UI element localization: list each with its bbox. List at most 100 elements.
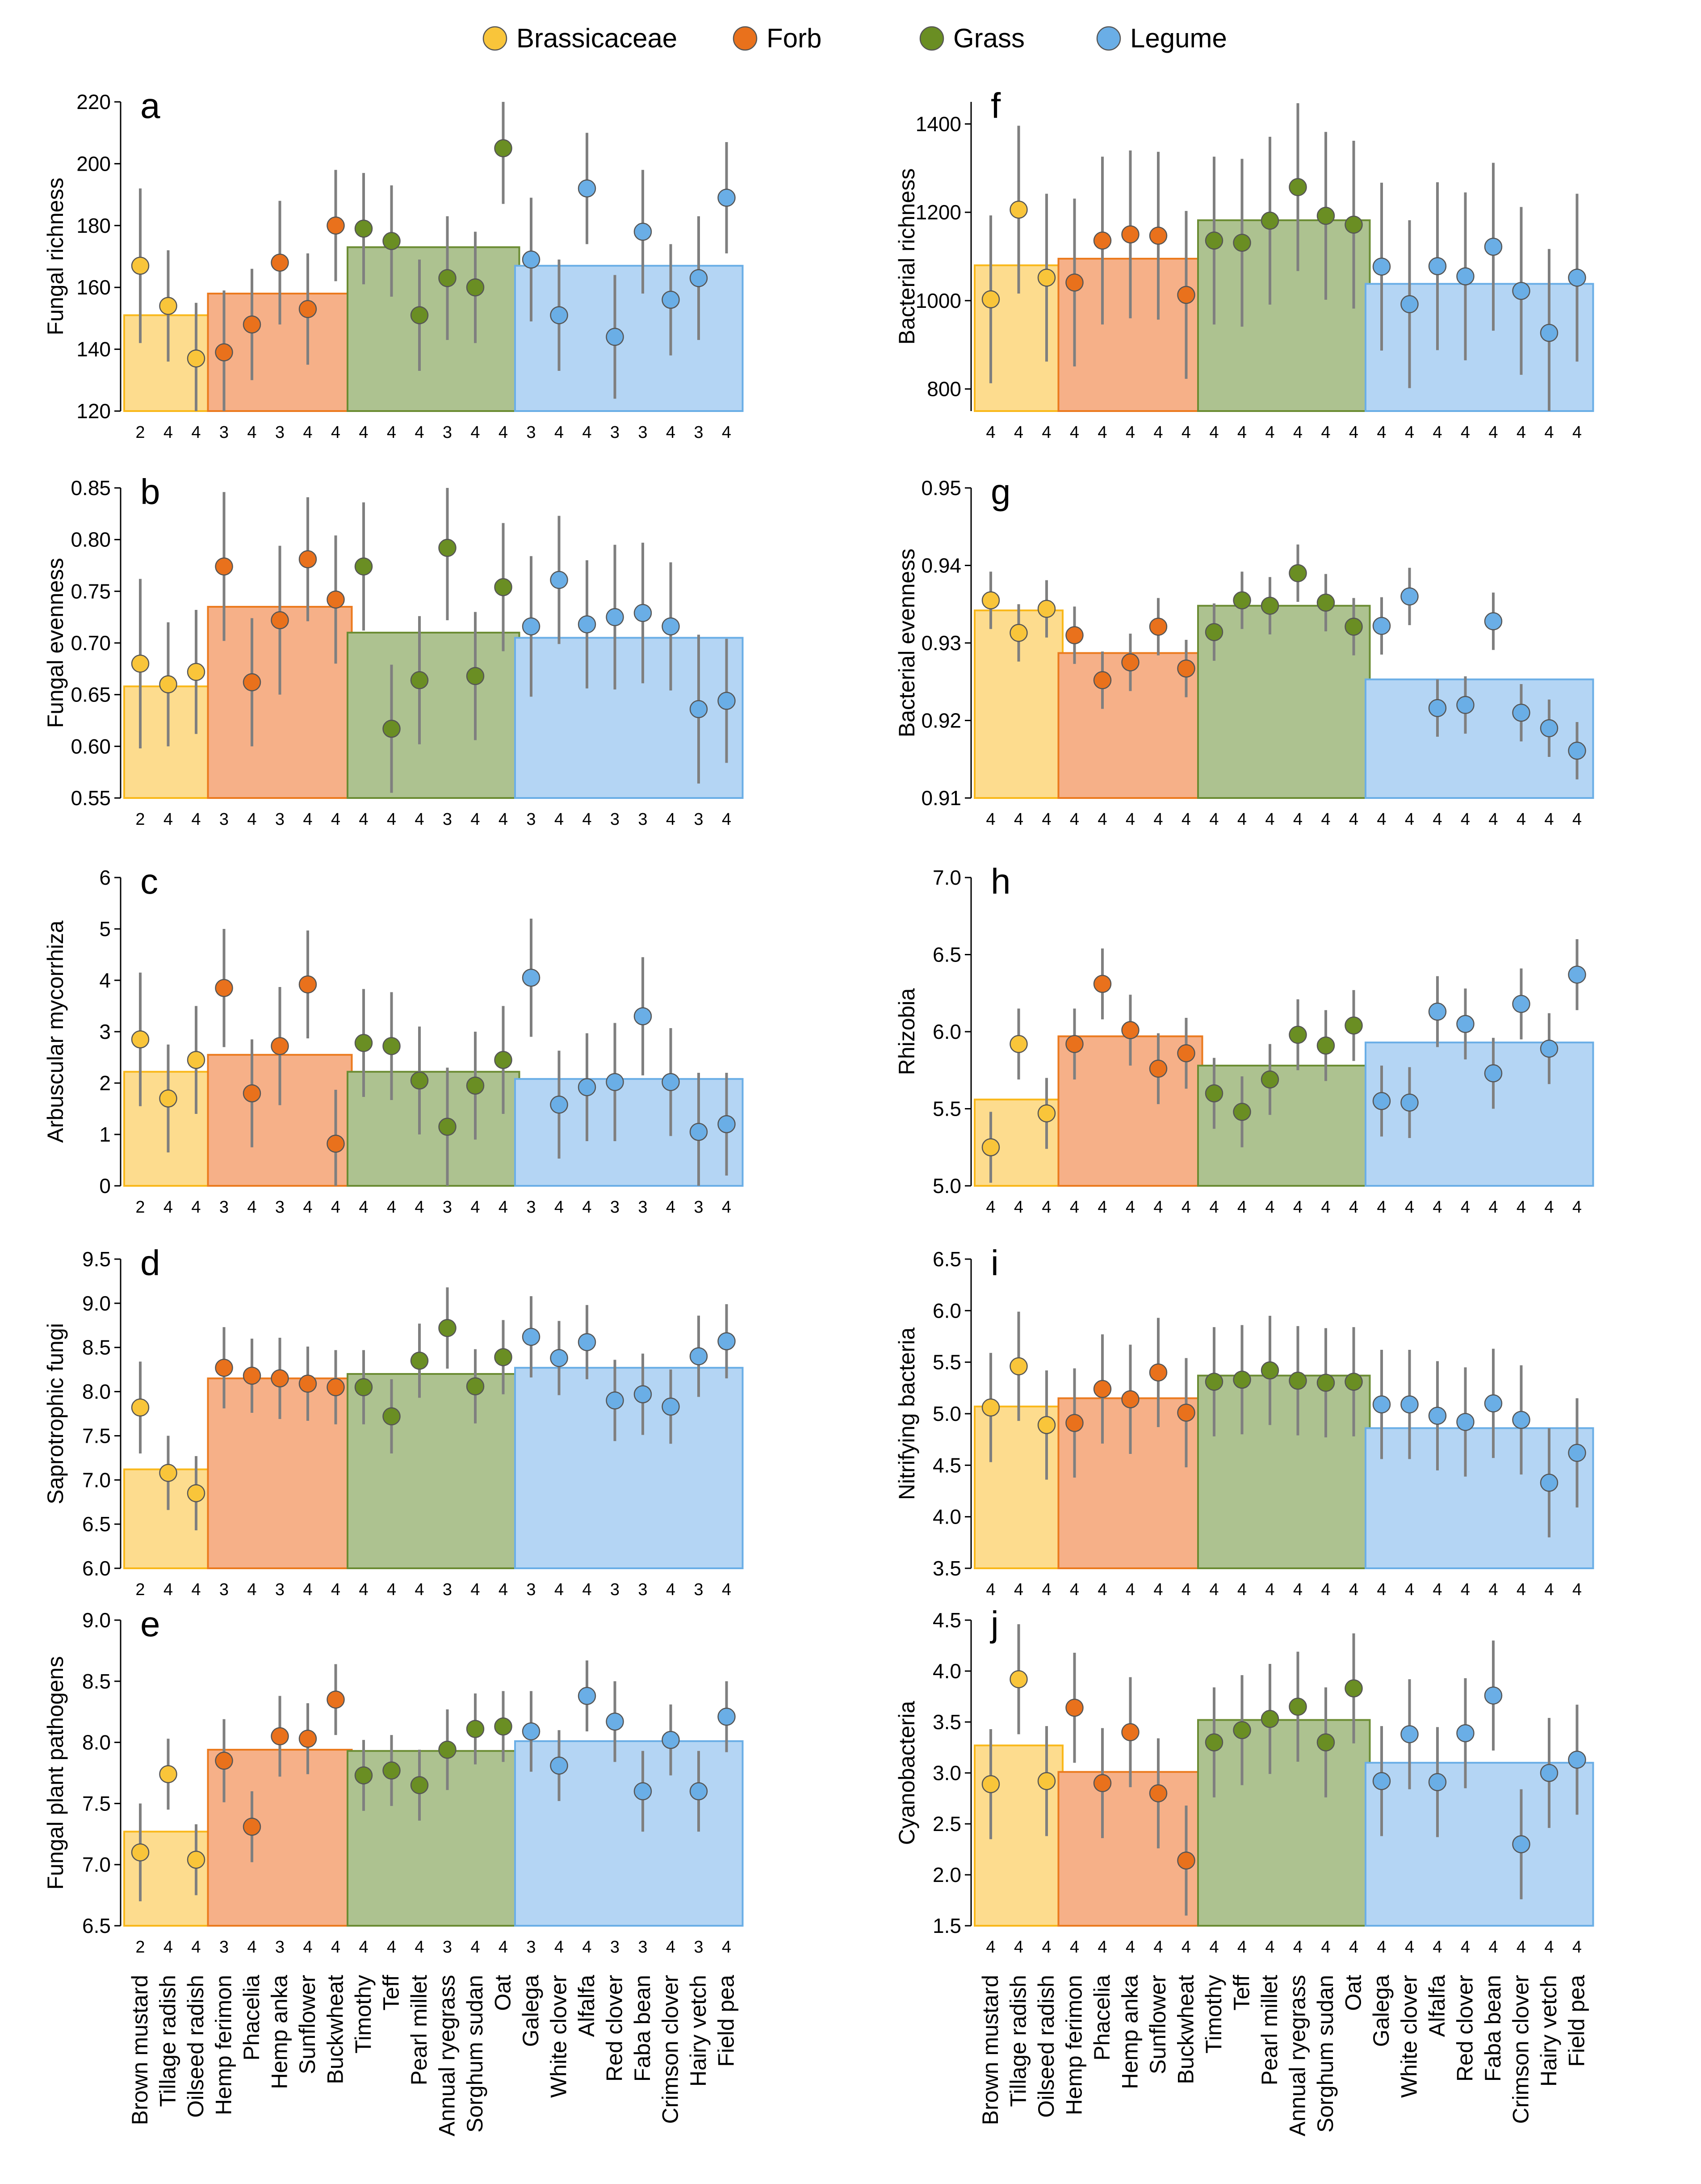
sample-size-label: 4 xyxy=(1265,423,1274,442)
sample-size-label: 4 xyxy=(1042,1580,1051,1599)
sample-size-label: 4 xyxy=(666,1938,675,1957)
y-tick-label: 5 xyxy=(99,917,111,941)
data-point xyxy=(410,1071,429,1090)
sample-size-label: 4 xyxy=(1544,1198,1554,1217)
sample-size-label: 4 xyxy=(1181,1198,1191,1217)
sample-size-label: 4 xyxy=(1461,1938,1470,1957)
y-tick-label: 0.75 xyxy=(71,580,111,603)
sample-size-label: 3 xyxy=(275,1580,285,1599)
data-point xyxy=(522,969,540,987)
sample-size-label: 4 xyxy=(1153,810,1163,829)
sample-size-label: 4 xyxy=(1042,423,1051,442)
y-tick-label: 6.0 xyxy=(82,1557,111,1580)
category-labels: Brown mustard Tillage radish Oilseed radis… xyxy=(127,1975,1589,2137)
data-point xyxy=(662,1073,680,1091)
y-tick-label: 4 xyxy=(99,969,111,992)
sample-size-label: 4 xyxy=(1544,810,1554,829)
sample-size-label: 4 xyxy=(554,1580,564,1599)
sample-size-label: 4 xyxy=(666,1198,675,1217)
panel-g: 0.91 0.92 0.93 0.94 0.95 Bacterial evenness g 4… xyxy=(894,472,1594,829)
sample-size-label: 4 xyxy=(1070,1580,1079,1599)
sample-size-label: 4 xyxy=(303,423,312,442)
category-label-right: Field pea xyxy=(1564,1975,1589,2067)
group-mean-bar-grass xyxy=(1197,1064,1371,1187)
data-point xyxy=(187,1851,205,1869)
data-point xyxy=(1177,1403,1195,1422)
sample-size-label: 3 xyxy=(638,423,647,442)
sample-size-label: 4 xyxy=(1461,810,1470,829)
legend-item-grass: Grass xyxy=(919,23,1025,53)
sample-size-label: 4 xyxy=(1572,1938,1582,1957)
y-tick-label: 3.5 xyxy=(933,1710,961,1734)
y-tick-label: 2.5 xyxy=(933,1812,961,1835)
y-tick-label: 9.0 xyxy=(82,1292,111,1315)
y-tick-label: 140 xyxy=(76,338,111,361)
data-point xyxy=(1512,703,1530,722)
sample-size-label: 3 xyxy=(638,1938,647,1957)
data-point xyxy=(131,1030,150,1049)
y-tick-label: 0.55 xyxy=(71,786,111,810)
category-label-right: Phacelia xyxy=(1089,1975,1114,2061)
category-label-left: Red clover xyxy=(602,1975,627,2082)
data-point xyxy=(410,1776,429,1794)
sample-size-label: 3 xyxy=(443,423,452,442)
data-point xyxy=(1456,267,1475,286)
data-point xyxy=(1456,696,1475,714)
data-point xyxy=(298,550,317,568)
sample-size-label: 4 xyxy=(163,1938,173,1957)
y-tick-label: 2 xyxy=(99,1071,111,1095)
sample-size-label: 4 xyxy=(986,1938,995,1957)
data-point xyxy=(1233,591,1251,609)
sample-size-label: 4 xyxy=(359,1580,368,1599)
sample-size-label: 3 xyxy=(443,810,452,829)
group-mean-bar-legume xyxy=(1365,283,1594,412)
sample-size-label: 4 xyxy=(415,423,424,442)
sample-size-label: 3 xyxy=(526,810,536,829)
sample-size-label: 4 xyxy=(1349,423,1358,442)
sample-size-label: 3 xyxy=(694,1938,703,1957)
sample-size-label: 2 xyxy=(135,810,145,829)
data-point xyxy=(243,1366,261,1385)
category-label-right: Brown mustard xyxy=(978,1975,1003,2125)
sample-size-label: 4 xyxy=(303,1198,312,1217)
sample-size-label: 3 xyxy=(219,810,229,829)
data-point xyxy=(689,269,708,287)
data-point xyxy=(1205,623,1223,641)
sample-size-label: 2 xyxy=(135,1938,145,1957)
sample-size-label: 4 xyxy=(554,1198,564,1217)
y-tick-label: 1400 xyxy=(916,112,961,135)
sample-size-label: 3 xyxy=(694,1580,703,1599)
data-point xyxy=(1456,1015,1475,1033)
data-point xyxy=(438,1319,457,1337)
category-label-left: Pearl millet xyxy=(406,1975,432,2085)
sample-size-label: 4 xyxy=(1488,1580,1498,1599)
group-mean-bar-grass xyxy=(347,1071,520,1187)
data-point xyxy=(1345,1373,1363,1391)
category-label-left: Annual ryegrass xyxy=(435,1975,460,2136)
data-point xyxy=(550,1096,568,1114)
data-point xyxy=(354,1378,373,1396)
data-point xyxy=(1428,1002,1447,1021)
y-tick-label: 7.0 xyxy=(933,866,961,889)
panel-letter: b xyxy=(140,472,160,512)
data-point xyxy=(1205,231,1223,250)
data-point xyxy=(187,663,205,681)
sample-size-label: 4 xyxy=(1461,1580,1470,1599)
y-tick-label: 8.5 xyxy=(82,1670,111,1693)
sample-size-label: 4 xyxy=(1042,1938,1051,1957)
y-tick-label: 6.5 xyxy=(82,1914,111,1937)
sample-size-label: 3 xyxy=(610,810,620,829)
sample-size-label: 3 xyxy=(526,1198,536,1217)
data-point xyxy=(1010,1035,1028,1053)
data-point xyxy=(1540,323,1559,342)
y-tick-label: 5.5 xyxy=(933,1351,961,1374)
sample-size-label: 4 xyxy=(1265,1938,1274,1957)
data-point xyxy=(327,1134,345,1153)
sample-size-label: 4 xyxy=(666,423,675,442)
panel-letter: j xyxy=(990,1604,999,1644)
data-point xyxy=(1149,1059,1168,1078)
data-point xyxy=(215,1358,233,1377)
panel-letter: e xyxy=(140,1604,160,1644)
